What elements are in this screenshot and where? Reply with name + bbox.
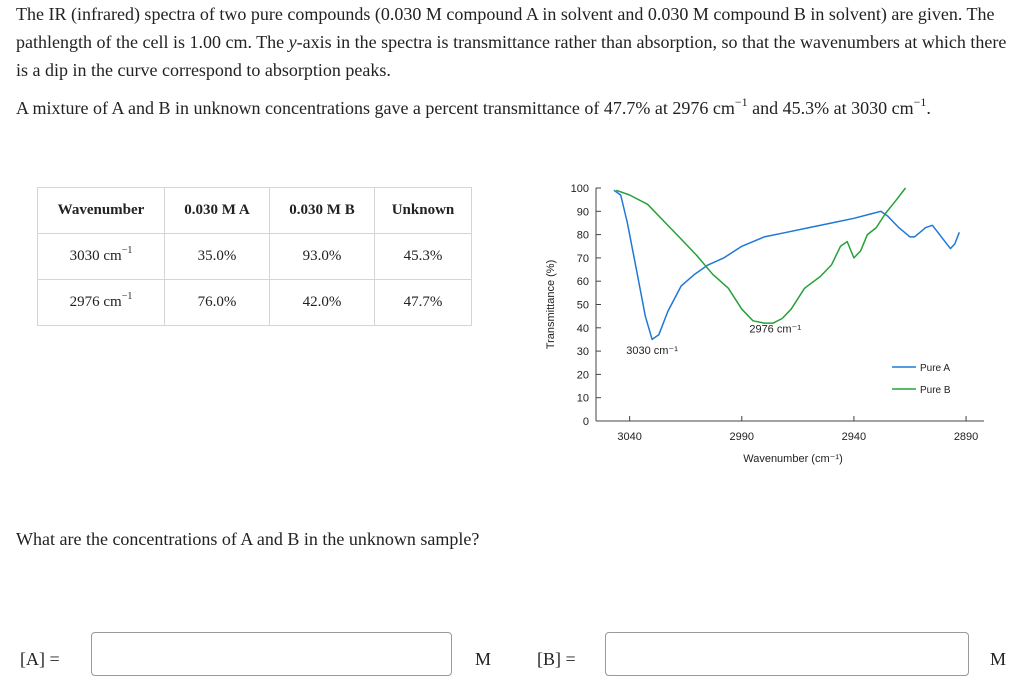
cell-b: 93.0% <box>269 233 375 280</box>
legend-label-a: Pure A <box>920 363 950 374</box>
y-axis-label: Transmittance (%) <box>545 260 557 349</box>
annotation-label: 3030 cm⁻¹ <box>626 345 678 357</box>
answer-b-unit: M <box>990 649 1007 669</box>
y-tick-label: 60 <box>577 276 589 288</box>
annotation-label: 2976 cm⁻¹ <box>749 323 801 335</box>
mixture-paragraph: A mixture of A and B in unknown concentr… <box>16 94 1011 122</box>
y-tick-label: 30 <box>577 346 589 358</box>
y-tick-label: 20 <box>577 369 589 381</box>
header-a: 0.030 M A <box>164 187 270 234</box>
cell-unknown: 47.7% <box>374 279 472 326</box>
y-tick-label: 10 <box>577 393 589 405</box>
x-tick-label: 2940 <box>842 431 866 443</box>
mixture-text-2: and 45.3% at 3030 cm <box>747 98 914 118</box>
intro-paragraph: The IR (infrared) spectra of two pure co… <box>16 0 1011 84</box>
mixture-exp-1: −1 <box>734 95 748 109</box>
intro-y-word: y <box>288 32 297 52</box>
cell-wavenumber-text: 2976 cm <box>69 294 122 310</box>
x-tick-label: 2890 <box>954 431 978 443</box>
answer-b-input[interactable] <box>605 632 969 676</box>
table-header-row: Wavenumber 0.030 M A 0.030 M B Unknown <box>37 187 472 234</box>
y-tick-label: 80 <box>577 230 589 242</box>
mixture-text-1: A mixture of A and B in unknown concentr… <box>16 98 735 118</box>
x-tick-label: 3040 <box>617 431 641 443</box>
header-b: 0.030 M B <box>269 187 375 234</box>
x-tick-label: 2990 <box>730 431 754 443</box>
cell-b: 42.0% <box>269 279 375 326</box>
header-unknown: Unknown <box>374 187 472 234</box>
series-line-b <box>615 187 907 324</box>
table-row: 3030 cm−1 35.0% 93.0% 45.3% <box>37 233 472 280</box>
legend-label-b: Pure B <box>920 385 951 396</box>
answer-a-unit: M <box>475 649 492 669</box>
cell-a: 35.0% <box>164 233 270 280</box>
cell-unknown: 45.3% <box>374 233 472 280</box>
mixture-text-3: . <box>926 98 931 118</box>
cell-wavenumber-exp: −1 <box>121 291 133 302</box>
y-tick-label: 100 <box>571 183 589 195</box>
table-row: 2976 cm−1 76.0% 42.0% 47.7% <box>37 279 472 326</box>
header-wavenumber: Wavenumber <box>37 187 165 234</box>
cell-a: 76.0% <box>164 279 270 326</box>
answer-row: [A] = M [B] = M <box>0 632 1024 682</box>
data-table: Wavenumber 0.030 M A 0.030 M B Unknown 3… <box>37 187 472 326</box>
x-axis-label: Wavenumber (cm⁻¹) <box>743 453 843 465</box>
cell-wavenumber: 2976 cm−1 <box>37 279 165 326</box>
y-tick-label: 90 <box>577 206 589 218</box>
cell-wavenumber-exp: −1 <box>121 245 133 256</box>
question-text: What are the concentrations of A and B i… <box>16 529 480 549</box>
cell-wavenumber-text: 3030 cm <box>69 248 122 264</box>
intro-text-1: The IR (infrared) spectra of two pure co… <box>16 4 995 52</box>
intro-text-2: -axis in the spectra is transmittance ra… <box>16 32 1007 80</box>
cell-wavenumber: 3030 cm−1 <box>37 233 165 280</box>
series-line-a <box>613 189 960 341</box>
answer-a-label: [A] = <box>20 649 60 669</box>
y-tick-label: 50 <box>577 300 589 312</box>
y-tick-label: 40 <box>577 323 589 335</box>
answer-a-input[interactable] <box>91 632 452 676</box>
y-tick-label: 0 <box>583 416 589 428</box>
mixture-exp-2: −1 <box>913 95 927 109</box>
answer-b-label: [B] = <box>537 649 576 669</box>
y-tick-label: 70 <box>577 253 589 265</box>
